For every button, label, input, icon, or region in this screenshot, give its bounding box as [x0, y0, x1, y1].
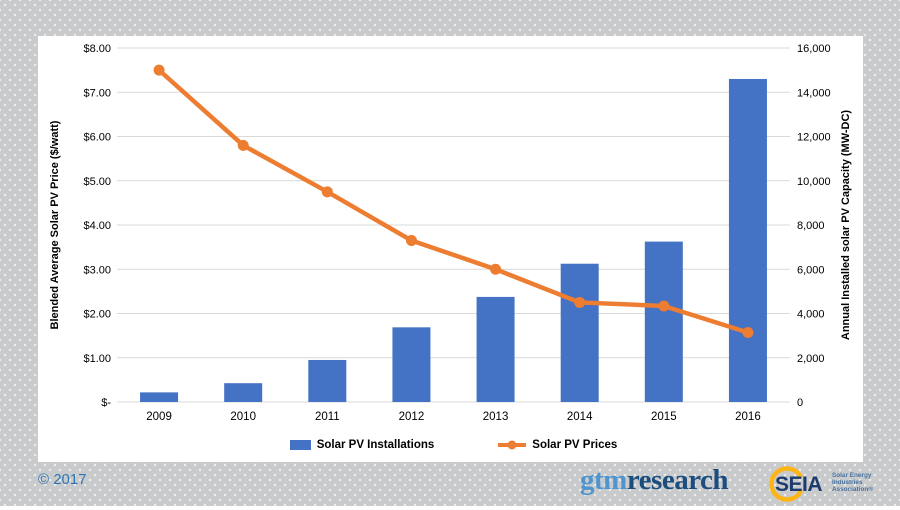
seia-wordmark: SEIA — [775, 473, 822, 496]
price-point-2010 — [237, 139, 249, 151]
right-axis-tick: 10,000 — [797, 176, 831, 188]
chart-legend: Solar PV Installations Solar PV Prices — [117, 436, 790, 454]
x-axis-label-2016: 2016 — [735, 411, 761, 423]
right-axis-tick: 6,000 — [797, 264, 825, 276]
right-axis-tick: 12,000 — [797, 132, 831, 144]
legend-line-swatch-icon — [498, 440, 527, 450]
right-axis-tick: 2,000 — [797, 353, 825, 365]
chart-plot-area: $8.00 $7.00 $6.00 $5.00 $4.00 $3.00 $2.00 $1.00… — [83, 43, 831, 423]
gtm-logo-part1: gtm — [580, 464, 627, 496]
bar-2009 — [140, 392, 179, 402]
left-axis-tick: $3.00 — [83, 264, 111, 276]
x-axis-label-2011: 2011 — [315, 411, 340, 423]
bar-2013 — [476, 296, 515, 402]
left-axis-tick: $- — [101, 397, 111, 409]
bar-2015 — [644, 241, 683, 402]
left-axis-tick: $8.00 — [83, 43, 111, 55]
legend-item-installations: Solar PV Installations — [289, 439, 435, 451]
price-point-2013 — [490, 263, 502, 275]
right-axis-title: Annual Installed solar PV Capacity (MW-D… — [840, 109, 852, 341]
price-point-2012 — [405, 234, 417, 246]
legend-label-prices: Solar PV Prices — [532, 439, 618, 451]
left-axis-title: Blended Average Solar PV Price ($/watt) — [49, 120, 61, 330]
left-axis-tick: $2.00 — [83, 309, 111, 321]
bar-2016 — [728, 78, 767, 402]
right-axis-tick: 8,000 — [797, 220, 825, 232]
gtmresearch-logo: gtmresearch — [580, 464, 729, 496]
gtm-logo-part2: research — [626, 464, 729, 496]
right-axis-tick: 0 — [797, 397, 803, 409]
price-point-2015 — [658, 300, 670, 312]
seia-logo-graphic: SEIA Solar Energy Industries Association… — [769, 466, 873, 502]
right-axis-tick: 14,000 — [797, 87, 831, 99]
price-point-2009 — [153, 64, 165, 76]
left-axis-tick: $6.00 — [83, 132, 111, 144]
left-axis-tick: $5.00 — [83, 176, 111, 188]
bar-2010 — [224, 383, 263, 402]
price-point-2011 — [321, 186, 333, 198]
left-axis-tick: $4.00 — [83, 220, 111, 232]
bar-2011 — [308, 359, 347, 402]
x-axis-label-2014: 2014 — [567, 411, 593, 423]
price-line — [156, 67, 751, 335]
right-axis-tick: 16,000 — [797, 43, 831, 55]
x-axis-label-2012: 2012 — [399, 411, 425, 423]
price-point-2014 — [574, 296, 586, 308]
chart-panel: $8.00 $7.00 $6.00 $5.00 $4.00 $3.00 $2.00 $1.00… — [38, 36, 863, 462]
legend-bar-swatch-icon — [289, 440, 311, 450]
seia-sun-icon — [769, 466, 803, 502]
x-axis-label-2009: 2009 — [146, 411, 172, 423]
right-axis-tick: 4,000 — [797, 309, 825, 321]
left-axis-tick: $7.00 — [83, 87, 111, 99]
x-axis-label-2010: 2010 — [230, 411, 256, 423]
legend-item-prices: Solar PV Prices — [498, 439, 617, 451]
legend-line-dot-icon — [507, 440, 517, 450]
x-axis-label-2013: 2013 — [483, 411, 509, 423]
legend-label-installations: Solar PV Installations — [316, 439, 435, 451]
seia-tagline: Solar Energy Industries Association® — [832, 472, 873, 493]
bar-2012 — [392, 327, 431, 402]
x-axis-label-2015: 2015 — [651, 411, 677, 423]
seia-logo: SEIA Solar Energy Industries Association… — [766, 463, 896, 510]
bar-2014 — [560, 263, 599, 402]
price-point-2016 — [742, 327, 754, 339]
copyright-text: © 2017 — [38, 471, 87, 488]
left-axis-tick: $1.00 — [83, 353, 111, 365]
